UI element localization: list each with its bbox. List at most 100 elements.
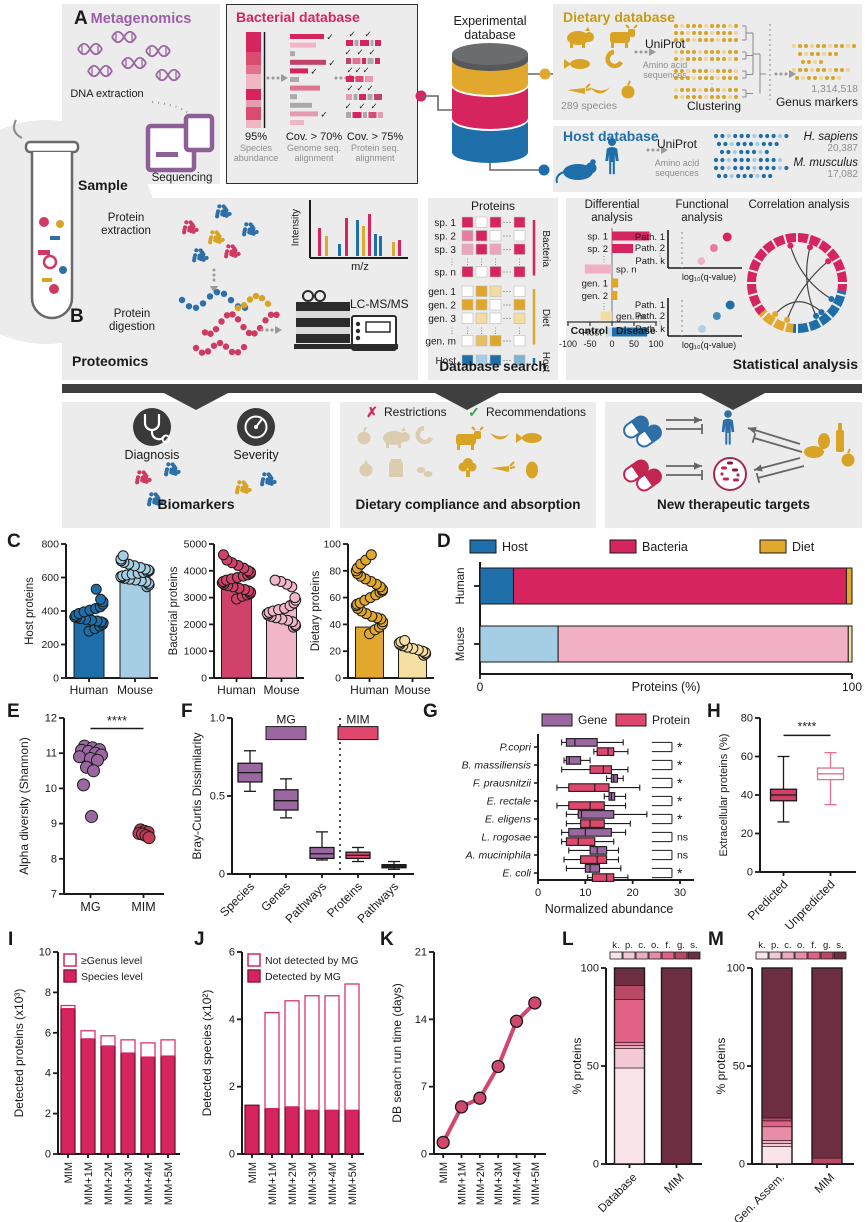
database-search-title: Database search xyxy=(439,359,547,374)
svg-text:✓: ✓ xyxy=(320,109,328,119)
svg-text:0: 0 xyxy=(747,867,753,879)
svg-text:Species level: Species level xyxy=(81,971,143,983)
diagnosis-label: Diagnosis xyxy=(124,448,180,462)
panel-a-label: A xyxy=(74,8,88,29)
fish-icon xyxy=(564,59,590,69)
svg-text:0: 0 xyxy=(739,1159,745,1171)
svg-text:MG: MG xyxy=(276,712,295,726)
bacterial-proteins-chart: 0 1000 2000 3000 4000 5000 Human Mouse Bacterial… xyxy=(168,539,304,697)
svg-text:c.: c. xyxy=(784,940,791,951)
bacterial-db-title: Bacterial database xyxy=(236,9,360,25)
svg-text:Gene: Gene xyxy=(578,713,608,727)
svg-text:Path. 1: Path. 1 xyxy=(635,232,665,243)
svg-text:7: 7 xyxy=(51,889,57,901)
step-species-abundance-value: 95% xyxy=(244,131,268,143)
onion-icon xyxy=(359,459,373,477)
protein-blob-icon xyxy=(235,480,252,495)
svg-text:⋮: ⋮ xyxy=(600,302,608,311)
svg-text:MIM+4M: MIM+4M xyxy=(143,1162,155,1205)
svg-text:MIM: MIM xyxy=(63,1162,75,1183)
svg-text:*: * xyxy=(677,775,683,791)
svg-text:21: 21 xyxy=(415,947,427,959)
capsule-icon xyxy=(636,468,662,492)
svg-text:⋮: ⋮ xyxy=(478,327,486,336)
protein-blob-icon xyxy=(215,204,232,219)
svg-text:6: 6 xyxy=(229,947,235,959)
protein-blob-icon xyxy=(242,222,259,237)
apple-icon xyxy=(357,426,371,445)
svg-text:✓: ✓ xyxy=(346,65,353,75)
dna-icon xyxy=(111,30,137,44)
normalized-abundance-chart: Gene Protein P.copri * B. massiliensis * F. pr… xyxy=(462,713,694,916)
fish-icon xyxy=(516,433,542,443)
svg-text:Host: Host xyxy=(582,328,602,339)
svg-text:60: 60 xyxy=(329,592,341,604)
lcms-instrument-icon xyxy=(294,290,398,351)
svg-text:-50: -50 xyxy=(583,339,596,349)
svg-text:MIM+4M: MIM+4M xyxy=(512,1162,524,1205)
protein-composition-chart: Host Bacteria Diet Human Mouse 0 100 Proteins (… xyxy=(455,539,862,694)
svg-text:B. massiliensis: B. massiliensis xyxy=(462,760,532,772)
metagenomics-title: Metagenomics xyxy=(90,11,192,27)
clustering-label: Clustering xyxy=(686,99,742,113)
step-genome-cov-caption: Genome seq. alignment xyxy=(286,143,342,164)
svg-text:Control: Control xyxy=(571,325,608,337)
protein-blob-icon xyxy=(182,220,199,235)
svg-text:0: 0 xyxy=(421,1149,427,1161)
svg-text:40: 40 xyxy=(329,619,341,631)
svg-text:sp. 1: sp. 1 xyxy=(434,218,456,229)
svg-text:k.: k. xyxy=(758,940,765,951)
carrot-icon xyxy=(491,461,516,472)
gauge-icon xyxy=(237,408,275,446)
svg-text:Dietary proteins: Dietary proteins xyxy=(310,570,322,651)
svg-text:Disease: Disease xyxy=(616,325,656,337)
svg-text:****: **** xyxy=(798,720,817,734)
svg-text:0: 0 xyxy=(593,1159,599,1171)
svg-text:MIM+1M: MIM+1M xyxy=(457,1162,469,1205)
panel-j-label: J xyxy=(194,929,205,950)
svg-text:ns: ns xyxy=(677,850,688,862)
svg-text:MIM: MIM xyxy=(813,1172,837,1196)
protein-blob-icon xyxy=(135,470,152,485)
svg-text:A. muciniphila: A. muciniphila xyxy=(465,850,532,862)
svg-text:log₁₀(q-value): log₁₀(q-value) xyxy=(682,340,736,350)
svg-text:*: * xyxy=(677,793,683,809)
stethoscope-icon xyxy=(133,408,171,446)
svg-text:MIM+1M: MIM+1M xyxy=(83,1162,95,1205)
svg-text:gen. 2: gen. 2 xyxy=(582,291,608,302)
svg-text:P.copri: P.copri xyxy=(500,742,532,754)
svg-text:✓: ✓ xyxy=(354,65,361,75)
svg-text:Detected species (x10²): Detected species (x10²) xyxy=(200,990,214,1117)
svg-text:⋮: ⋮ xyxy=(448,258,456,267)
svg-text:4000: 4000 xyxy=(184,565,208,577)
step-species-abundance-caption: Species abundance xyxy=(233,143,279,164)
svg-text:✓: ✓ xyxy=(326,32,334,42)
svg-text:100: 100 xyxy=(842,680,862,694)
svg-text:Diet: Diet xyxy=(540,309,551,327)
panel-f-label: F xyxy=(181,701,193,722)
svg-text:MIM: MIM xyxy=(438,1162,450,1183)
svg-text:≥Genus level: ≥Genus level xyxy=(81,955,142,967)
svg-text:Host: Host xyxy=(502,540,528,554)
step-protein-cov-value: Cov. > 75% xyxy=(346,131,404,143)
svg-text:Bacteria: Bacteria xyxy=(642,540,688,554)
svg-text:0: 0 xyxy=(53,673,59,685)
svg-text:Mouse: Mouse xyxy=(117,683,153,697)
svg-text:⋮: ⋮ xyxy=(492,258,500,267)
svg-text:12: 12 xyxy=(45,713,57,725)
svg-text:Bray-Curtis Dissimilarity: Bray-Curtis Dissimilarity xyxy=(190,732,204,859)
svg-text:Database: Database xyxy=(596,1172,639,1215)
svg-text:Path. 2: Path. 2 xyxy=(635,243,665,254)
svg-text:40: 40 xyxy=(741,790,753,802)
alpha-diversity-chart: 7 8 9 10 11 12 MG MIM **** Alpha diversity (Shann… xyxy=(17,713,164,914)
svg-text:MIM: MIM xyxy=(662,1172,686,1196)
svg-text:30: 30 xyxy=(674,887,686,899)
svg-text:100: 100 xyxy=(648,339,663,349)
svg-text:k.: k. xyxy=(612,940,619,951)
human-icon xyxy=(721,410,735,445)
differential-analysis-title: Differential analysis xyxy=(584,199,640,224)
svg-text:100: 100 xyxy=(581,963,599,975)
host-proteins-chart: 0 200 400 600 800 Human Mouse Host proteins xyxy=(24,539,158,697)
svg-text:10: 10 xyxy=(45,783,57,795)
protein-digestion-label: Protein digestion xyxy=(108,308,156,333)
